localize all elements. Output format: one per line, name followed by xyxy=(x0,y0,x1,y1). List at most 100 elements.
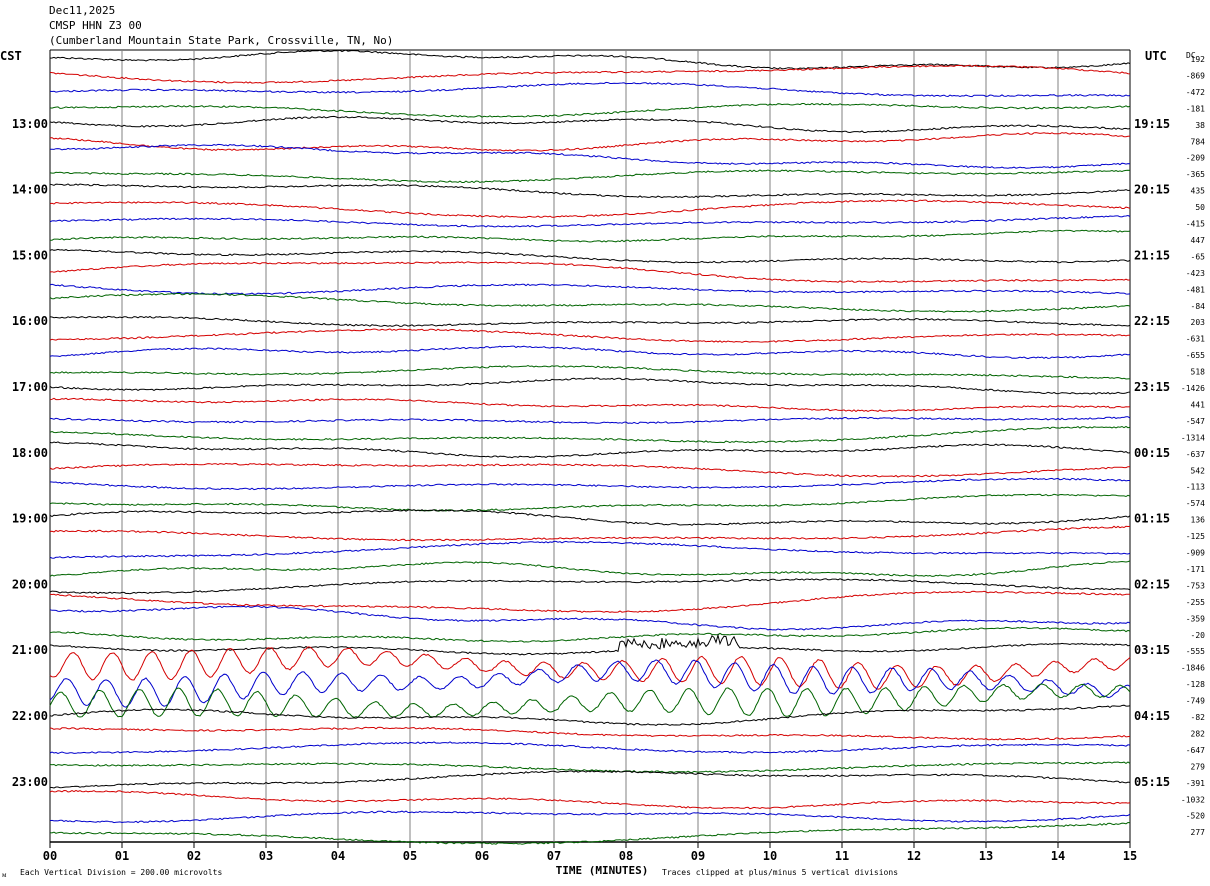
trace-line xyxy=(49,397,1131,413)
trace-line xyxy=(49,590,1130,613)
trace-line xyxy=(49,49,1131,70)
dc-offset-label: -113 xyxy=(1186,483,1205,492)
trace-line xyxy=(49,81,1131,98)
trace-line xyxy=(49,462,1130,478)
trace-line xyxy=(49,761,1131,774)
dc-offset-label: -574 xyxy=(1186,499,1205,508)
right-hour-label: 21:15 xyxy=(1134,248,1170,262)
left-hour-label: 23:00 xyxy=(12,775,48,789)
trace-line xyxy=(49,283,1131,296)
left-hour-label: 20:00 xyxy=(12,577,48,591)
right-hour-label: 03:15 xyxy=(1134,643,1170,657)
x-tick-label: 03 xyxy=(259,849,273,863)
dc-offset-label: -171 xyxy=(1186,565,1205,574)
dc-offset-label: -415 xyxy=(1186,220,1205,229)
trace-line xyxy=(49,578,1131,595)
dc-offset-label: -359 xyxy=(1186,614,1205,623)
trace-line xyxy=(49,425,1131,444)
right-hour-label: 19:15 xyxy=(1134,117,1170,131)
scale-note: Each Vertical Division = 200.00 microvol… xyxy=(20,868,222,877)
trace-line xyxy=(49,821,1131,845)
trace-line xyxy=(49,633,1131,656)
trace-line xyxy=(49,789,1131,810)
x-tick-label: 09 xyxy=(691,849,705,863)
dc-offset-label: -647 xyxy=(1186,746,1205,755)
trace-line xyxy=(49,441,1131,459)
trace-line xyxy=(49,199,1131,219)
dc-offset-label: -869 xyxy=(1186,71,1205,80)
trace-line xyxy=(49,183,1131,199)
right-timezone-label: UTC xyxy=(1145,49,1167,63)
right-hour-label: 01:15 xyxy=(1134,512,1170,526)
dc-offset-label: -631 xyxy=(1186,335,1205,344)
left-hour-label: 17:00 xyxy=(12,380,48,394)
dc-offset-label: -125 xyxy=(1186,532,1205,541)
left-hour-label: 21:00 xyxy=(12,643,48,657)
dc-offset-label: -637 xyxy=(1186,450,1205,459)
dc-offset-label: -520 xyxy=(1186,812,1205,821)
right-hour-label: 04:15 xyxy=(1134,709,1170,723)
left-hour-label: 18:00 xyxy=(12,446,48,460)
trace-line xyxy=(49,626,1131,643)
x-tick-label: 07 xyxy=(547,849,561,863)
x-tick-label: 15 xyxy=(1123,849,1137,863)
trace-line xyxy=(49,477,1130,491)
dc-offset-label: -84 xyxy=(1191,302,1206,311)
dc-offset-label: -128 xyxy=(1186,680,1205,689)
trace-line xyxy=(49,315,1131,327)
trace-line xyxy=(49,248,1131,264)
trace-line xyxy=(49,810,1131,824)
trace-line xyxy=(49,683,1131,718)
logo-mark: ᴍ xyxy=(2,871,7,879)
dc-offset-label: -255 xyxy=(1186,598,1205,607)
dc-offset-label: -209 xyxy=(1186,154,1205,163)
x-tick-label: 06 xyxy=(475,849,489,863)
dc-offset-label: 282 xyxy=(1191,729,1206,738)
x-tick-label: 10 xyxy=(763,849,777,863)
trace-line xyxy=(49,741,1131,755)
dc-offset-label: -65 xyxy=(1191,252,1206,261)
right-hour-label: 05:15 xyxy=(1134,775,1170,789)
dc-offset-label: 435 xyxy=(1191,187,1206,196)
dc-offset-label: 203 xyxy=(1191,318,1206,327)
dc-header-label: DC xyxy=(1186,51,1196,60)
dc-offset-label: -472 xyxy=(1186,88,1205,97)
trace-line xyxy=(49,292,1131,313)
x-tick-label: 01 xyxy=(115,849,129,863)
dc-offset-label: -1032 xyxy=(1181,795,1205,804)
seismic-traces xyxy=(49,49,1131,845)
dc-offset-label: 447 xyxy=(1191,236,1206,245)
trace-line xyxy=(49,416,1131,425)
trace-line xyxy=(49,345,1131,360)
trace-line xyxy=(49,115,1131,134)
x-tick-label: 14 xyxy=(1051,849,1065,863)
chart-grid xyxy=(49,49,1131,848)
trace-line xyxy=(49,169,1131,184)
left-timezone-label: CST xyxy=(0,49,22,63)
trace-line xyxy=(49,261,1131,283)
trace-line xyxy=(49,328,1130,343)
dc-offset-label: -655 xyxy=(1186,351,1205,360)
right-hour-label: 23:15 xyxy=(1134,380,1170,394)
x-tick-label: 00 xyxy=(43,849,57,863)
x-tick-label: 05 xyxy=(403,849,417,863)
trace-line xyxy=(49,770,1131,789)
trace-line xyxy=(49,704,1131,726)
header-location: (Cumberland Mountain State Park, Crossvi… xyxy=(49,34,394,47)
x-tick-label: 11 xyxy=(835,849,849,863)
right-hour-label: 02:15 xyxy=(1134,577,1170,591)
dc-offset-label: 277 xyxy=(1191,828,1206,837)
dc-offset-label: 784 xyxy=(1191,137,1206,146)
trace-line xyxy=(49,132,1131,152)
dc-offset-label: -423 xyxy=(1186,269,1205,278)
dc-offset-label: -749 xyxy=(1186,697,1205,706)
x-tick-label: 12 xyxy=(907,849,921,863)
dc-offset-label: -547 xyxy=(1186,417,1205,426)
dc-offset-label: 542 xyxy=(1191,466,1206,475)
left-hour-label: 14:00 xyxy=(12,183,48,197)
x-tick-label: 02 xyxy=(187,849,201,863)
trace-line xyxy=(49,493,1131,512)
left-hour-label: 15:00 xyxy=(12,248,48,262)
right-hour-label: 20:15 xyxy=(1134,183,1170,197)
